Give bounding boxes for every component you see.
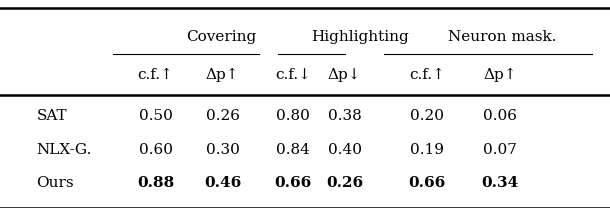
Text: NLX-G.: NLX-G. — [37, 143, 92, 157]
Text: 0.60: 0.60 — [138, 143, 173, 157]
Text: 0.66: 0.66 — [274, 176, 312, 190]
Text: 0.80: 0.80 — [276, 109, 310, 124]
Text: 0.40: 0.40 — [328, 143, 362, 157]
Text: 0.50: 0.50 — [138, 109, 173, 124]
Text: 0.07: 0.07 — [483, 143, 517, 157]
Text: Ours: Ours — [37, 176, 74, 190]
Text: 0.30: 0.30 — [206, 143, 240, 157]
Text: 0.46: 0.46 — [204, 176, 242, 190]
Text: c.f.↓: c.f.↓ — [275, 68, 310, 82]
Text: 0.26: 0.26 — [326, 176, 363, 190]
Text: Δp↑: Δp↑ — [484, 68, 517, 82]
Text: c.f.↑: c.f.↑ — [409, 68, 445, 82]
Text: 0.34: 0.34 — [481, 176, 519, 190]
Text: SAT: SAT — [37, 109, 67, 124]
Text: 0.66: 0.66 — [408, 176, 446, 190]
Text: Highlighting: Highlighting — [311, 30, 409, 45]
Text: c.f.↑: c.f.↑ — [138, 68, 173, 82]
Text: Δp↑: Δp↑ — [206, 68, 239, 82]
Text: 0.20: 0.20 — [410, 109, 444, 124]
Text: 0.38: 0.38 — [328, 109, 362, 124]
Text: Covering: Covering — [186, 30, 256, 45]
Text: Δp↓: Δp↓ — [328, 68, 361, 82]
Text: Neuron mask.: Neuron mask. — [448, 30, 557, 45]
Text: 0.19: 0.19 — [410, 143, 444, 157]
Text: 0.06: 0.06 — [483, 109, 517, 124]
Text: 0.88: 0.88 — [137, 176, 174, 190]
Text: 0.26: 0.26 — [206, 109, 240, 124]
Text: 0.84: 0.84 — [276, 143, 310, 157]
